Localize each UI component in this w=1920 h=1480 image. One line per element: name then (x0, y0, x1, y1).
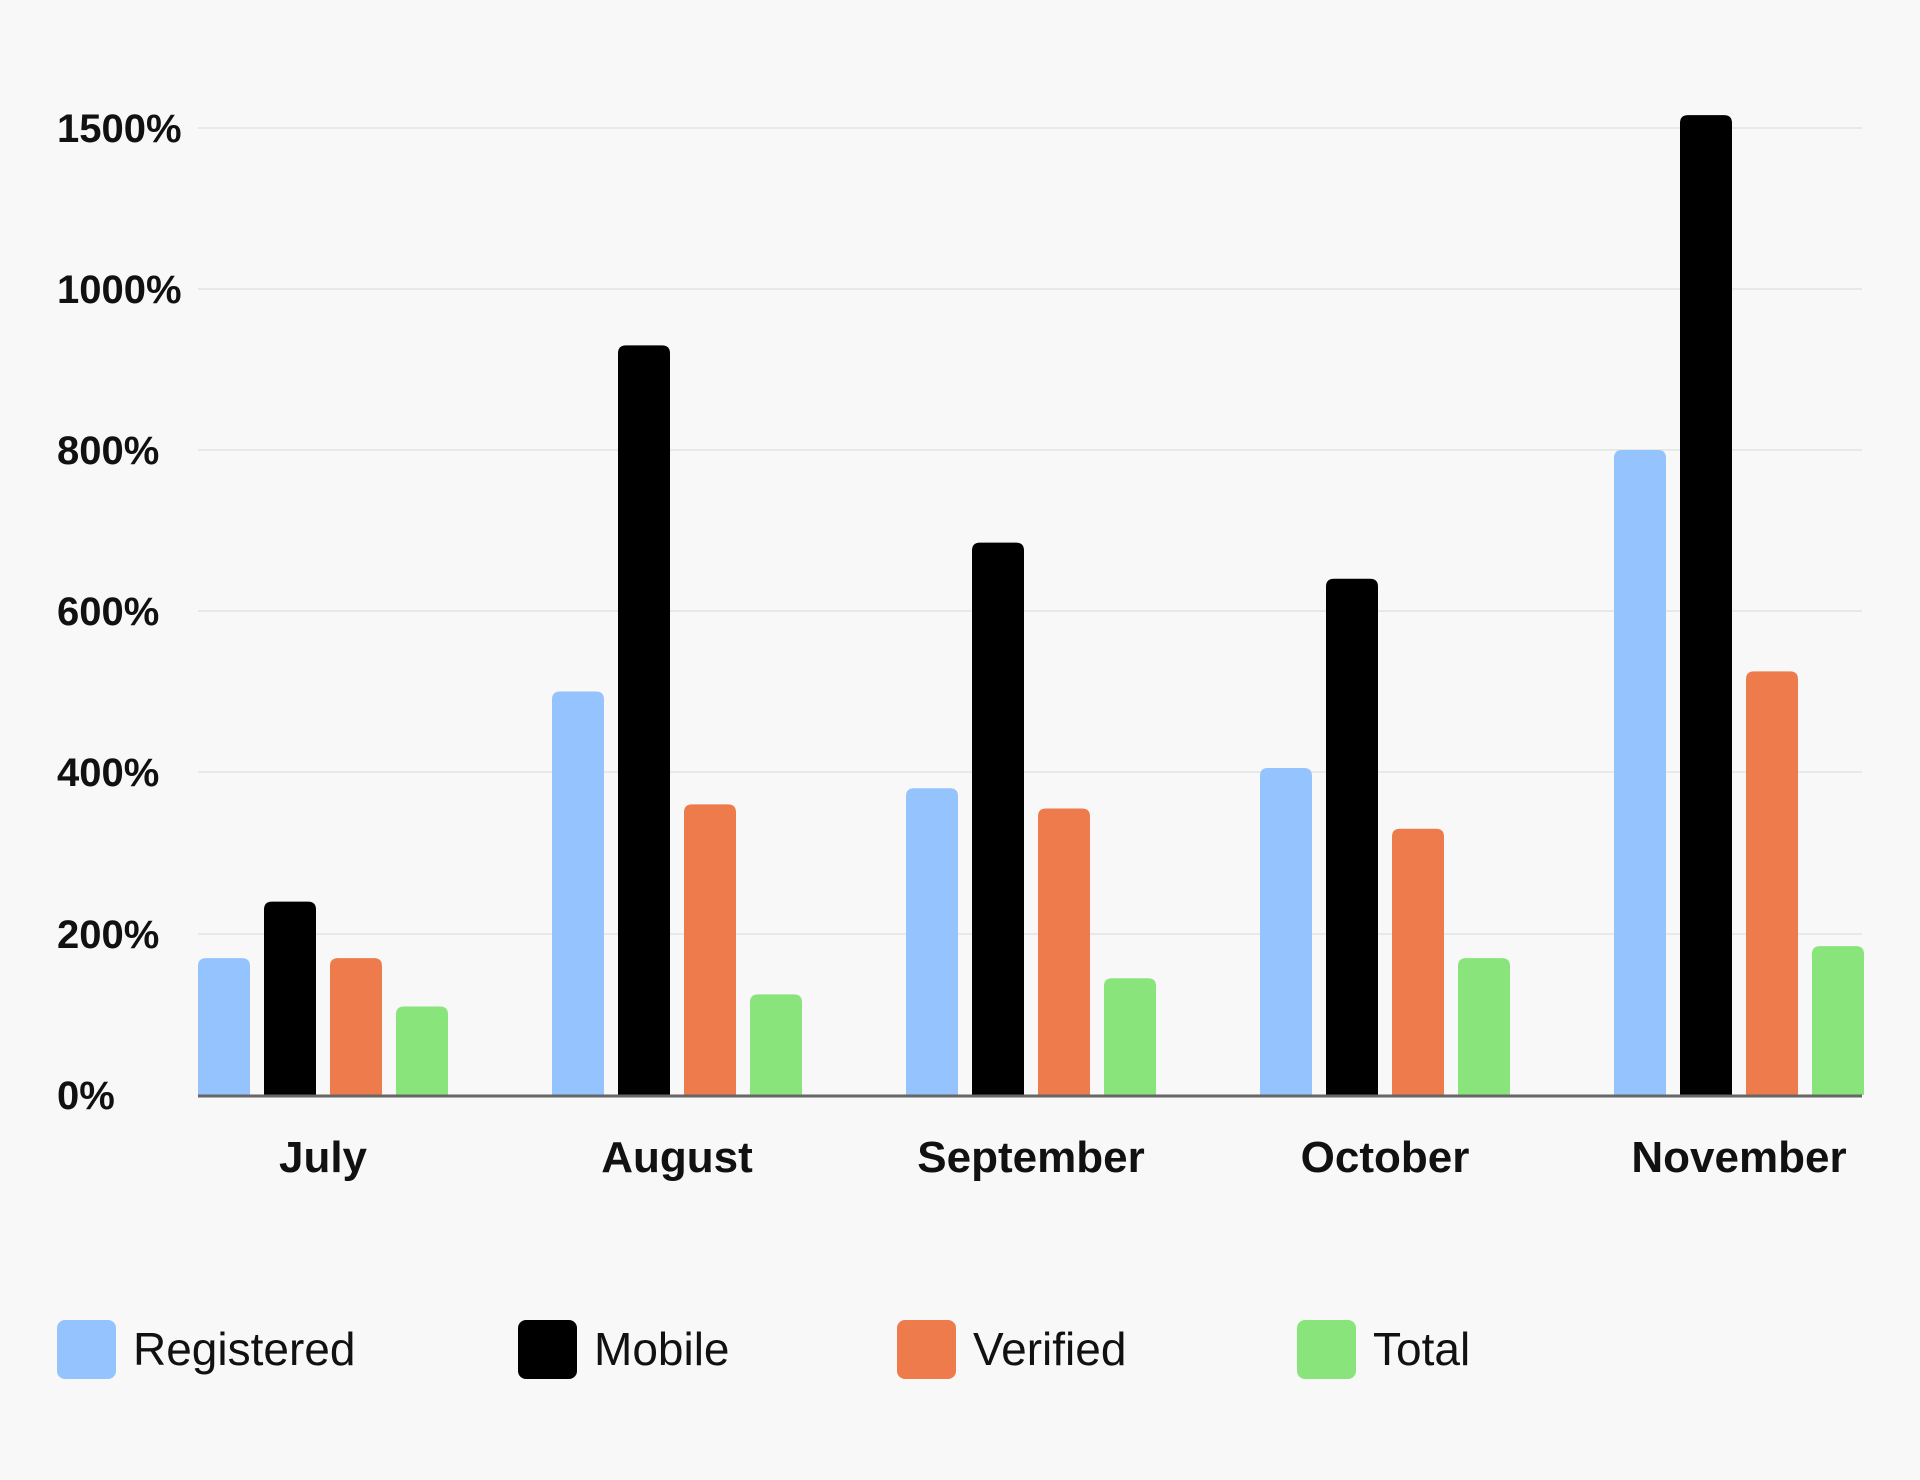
bar-registered-october (1260, 767, 1312, 1095)
y-tick-label: 400% (57, 751, 159, 795)
y-tick-label: 1000% (57, 268, 182, 312)
legend-label: Mobile (594, 1323, 730, 1375)
y-axis-tick-labels: 0% 200% 400% 600% 800% 1000% 1500% (57, 107, 182, 1118)
bar-mobile-july (264, 901, 316, 1095)
y-tick-label: 800% (57, 429, 159, 473)
bar-total-november (1812, 946, 1864, 1095)
bar-mobile-september (972, 542, 1024, 1095)
legend-swatch (57, 1320, 116, 1379)
x-category-label: October (1301, 1133, 1470, 1182)
bar-total-october (1458, 958, 1510, 1095)
legend-label: Verified (973, 1323, 1126, 1375)
bars (198, 115, 1864, 1096)
bar-registered-november (1614, 450, 1666, 1095)
y-tick-label: 600% (57, 590, 159, 634)
bar-registered-august (552, 691, 604, 1095)
x-category-label: July (279, 1133, 368, 1182)
legend-label: Registered (133, 1323, 355, 1375)
bar-verified-august (684, 804, 736, 1095)
bar-mobile-august (618, 345, 670, 1096)
legend-item-total: Total (1297, 1320, 1470, 1379)
legend-item-registered: Registered (57, 1320, 355, 1379)
y-tick-label: 200% (57, 913, 159, 957)
grid-layer (198, 127, 1862, 935)
y-tick-label: 0% (57, 1074, 115, 1118)
bar-total-july (396, 1006, 448, 1095)
legend-item-mobile: Mobile (518, 1320, 730, 1379)
bar-verified-november (1746, 671, 1798, 1095)
legend-item-verified: Verified (897, 1320, 1126, 1379)
legend-label: Total (1373, 1323, 1470, 1375)
bar-verified-october (1392, 828, 1444, 1095)
x-category-label: August (601, 1133, 753, 1182)
legend-swatch (897, 1320, 956, 1379)
legend-swatch (518, 1320, 577, 1379)
legend: Registered Mobile Verified Total (57, 1320, 1470, 1379)
bar-registered-july (198, 958, 250, 1095)
bar-verified-july (330, 958, 382, 1095)
legend-swatch (1297, 1320, 1356, 1379)
bar-verified-september (1038, 808, 1090, 1095)
bar-registered-september (906, 788, 958, 1095)
x-category-label: November (1631, 1133, 1846, 1182)
bar-total-september (1104, 978, 1156, 1095)
bar-mobile-october (1326, 578, 1378, 1095)
y-tick-label: 1500% (57, 107, 182, 151)
bar-total-august (750, 994, 802, 1095)
bar-mobile-november (1680, 115, 1732, 1096)
x-category-label: September (917, 1133, 1144, 1182)
x-axis-category-labels: July August September October November (279, 1133, 1847, 1182)
